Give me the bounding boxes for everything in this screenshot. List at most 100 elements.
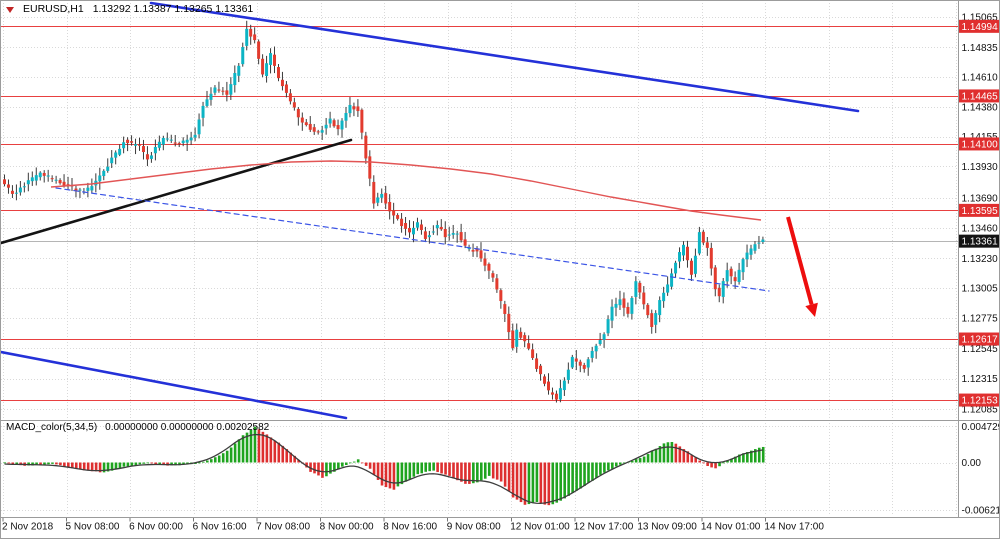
descending-trendline-upper[interactable] [149, 1, 860, 113]
candle-body [384, 193, 388, 204]
macd-histogram-bar [130, 462, 134, 467]
candle-body [173, 142, 177, 144]
macd-histogram-bar [146, 462, 150, 464]
price-axis-label: 1.12315 [962, 374, 999, 385]
macd-histogram-bar [202, 461, 205, 463]
candle-body [6, 184, 10, 188]
macd-histogram-bar [392, 462, 396, 490]
macd-histogram-bar [174, 462, 177, 466]
macd-histogram-bar [138, 462, 142, 465]
macd-histogram-bar [448, 462, 451, 476]
macd-pane[interactable] [1, 420, 958, 517]
candle-body [626, 306, 630, 314]
price-axis-label: 1.15065 [962, 13, 999, 24]
macd-histogram-bar [372, 462, 376, 475]
candle-body [130, 141, 134, 143]
candle-body [427, 235, 431, 238]
candle-body [697, 232, 701, 254]
macd-indicator-values: 0.00000000 0.00000000 0.00202582 [105, 422, 270, 433]
macd-histogram-bar [515, 462, 519, 500]
candle-body [284, 84, 288, 93]
candle-body [157, 141, 161, 148]
dotted-descending-trendline[interactable] [55, 187, 770, 292]
macd-histogram-bar [233, 443, 237, 463]
candle-body [352, 106, 356, 110]
macd-histogram-bar [519, 462, 523, 503]
macd-histogram-bar [757, 447, 761, 463]
time-axis-label: 9 Nov 08:00 [447, 522, 501, 533]
macd-histogram-bar [710, 462, 713, 468]
macd-histogram-bar [162, 462, 165, 465]
price-axis[interactable] [958, 1, 999, 517]
candle-body [447, 234, 451, 236]
down-arrow-head[interactable] [805, 302, 818, 317]
candle-body [348, 104, 352, 114]
down-arrow-shaft[interactable] [786, 216, 814, 305]
macd-histogram-bar [277, 442, 281, 463]
macd-histogram-bar [126, 462, 130, 467]
macd-histogram-bar [595, 462, 598, 478]
macd-histogram-bar [468, 462, 471, 484]
macd-histogram-bar [483, 462, 487, 479]
macd-histogram-bar [285, 449, 289, 463]
candle-body [586, 359, 590, 368]
macd-histogram-bar [734, 456, 737, 463]
candle-body [543, 376, 547, 384]
candle-body [515, 329, 519, 347]
macd-histogram-bar [642, 456, 646, 463]
macd-histogram-bar [523, 462, 527, 505]
ascending-trendline[interactable] [1, 138, 353, 245]
price-level-tag [959, 332, 999, 346]
candle-body [249, 28, 253, 37]
candle-body [487, 263, 491, 271]
candle-body [558, 388, 562, 400]
macd-histogram-bar [380, 462, 384, 486]
candle-body [554, 393, 558, 400]
candle-body [213, 87, 217, 93]
candle-body [682, 244, 686, 256]
macd-histogram-bar [376, 462, 380, 480]
macd-histogram-bar [698, 460, 701, 463]
macd-histogram-bar [341, 462, 344, 467]
macd-histogram-bar [603, 462, 606, 473]
time-axis[interactable] [1, 517, 999, 538]
time-axis-label: 12 Nov 01:00 [510, 522, 570, 533]
macd-histogram-bar [281, 445, 285, 463]
candle-body [221, 90, 225, 92]
candle-body [161, 137, 165, 145]
candle-body [98, 175, 102, 182]
macd-histogram-bar [217, 455, 221, 463]
macd-histogram-bar [348, 462, 352, 464]
price-level-tag [959, 203, 999, 217]
candle-body [30, 177, 34, 182]
candle-body [300, 117, 304, 123]
candle-body [189, 137, 193, 141]
candle-body [201, 105, 205, 118]
time-axis-label: 14 Nov 17:00 [764, 522, 824, 533]
candle-body [141, 146, 145, 153]
candle-body [423, 231, 427, 239]
candle-body [642, 292, 646, 305]
candle-body [678, 252, 682, 262]
macd-histogram-bar [261, 431, 265, 463]
candle-body [257, 41, 261, 59]
candle-body [165, 138, 169, 140]
candle-body [431, 231, 435, 233]
candle-body [503, 304, 507, 314]
candle-body [74, 188, 78, 191]
macd-histogram-bar [646, 454, 650, 463]
macd-histogram-bar [460, 462, 463, 482]
candle-body [705, 242, 709, 248]
symbol-period-label: EURUSD,H1 [23, 3, 84, 15]
chart-header: EURUSD,H1 1.13292 1.13387 1.13265 1.1336… [6, 3, 253, 15]
macd-histogram-bar [86, 462, 90, 471]
candle-body [241, 47, 245, 65]
price-pane[interactable] [1, 1, 958, 420]
candle-body [693, 255, 697, 274]
candle-body [225, 90, 229, 95]
candle-body [392, 210, 396, 216]
macd-histogram-bar [587, 462, 590, 483]
candle-body [114, 152, 118, 158]
descending-trendline-lower[interactable] [1, 350, 348, 420]
